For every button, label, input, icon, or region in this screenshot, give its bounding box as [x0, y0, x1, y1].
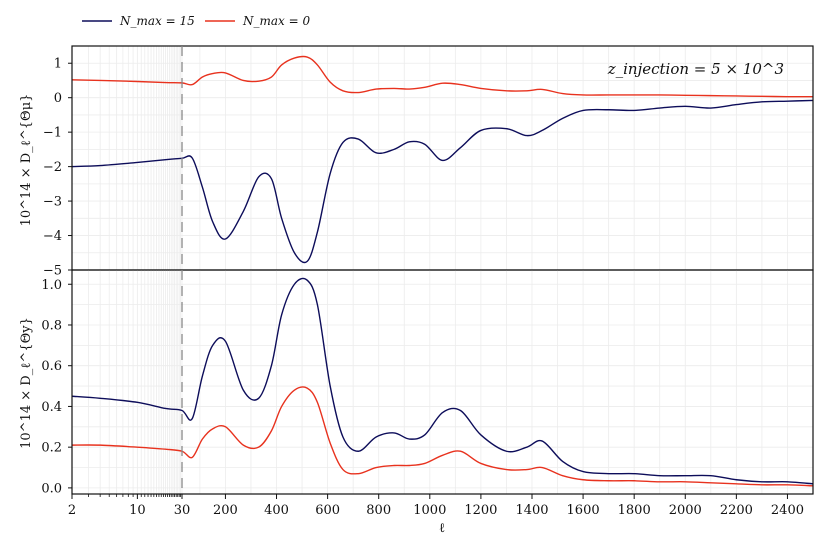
- top-grid: [71, 45, 814, 271]
- bottom-grid: [71, 270, 814, 494]
- x-tick-label: 2400: [771, 503, 804, 518]
- series-line-nmax15: [71, 99, 814, 264]
- x-tick-label: 200: [213, 503, 238, 518]
- x-tick-label: 1000: [413, 503, 446, 518]
- x-tick-label: 1400: [515, 503, 548, 518]
- bottom-y-axis-label: 10^14 × D_ℓ^{Θy}: [19, 317, 34, 449]
- top-y-ticks: −5 −4 −3 −2 −1 0 1: [43, 57, 72, 279]
- x-tick-label: 30: [174, 503, 191, 518]
- series-line-nmax15: [71, 277, 814, 485]
- x-tick-label: 800: [366, 503, 391, 518]
- bottom-series: [71, 277, 814, 487]
- y-tick-label: −1: [43, 126, 62, 141]
- x-tick-label: 1800: [618, 503, 651, 518]
- y-tick-label: −5: [43, 264, 62, 279]
- x-tick-label: 1200: [464, 503, 497, 518]
- bottom-panel: 0.0 0.2 0.4 0.6 0.8 1.0 10^14 × D_ℓ^{Θy}: [19, 269, 814, 496]
- legend: N_max = 15 N_max = 0: [82, 14, 310, 28]
- x-tick-label: 2200: [720, 503, 753, 518]
- y-tick-label: −4: [43, 229, 62, 244]
- bottom-y-ticks: 0.0 0.2 0.4 0.6 0.8 1.0: [41, 278, 72, 496]
- y-tick-label: −3: [43, 195, 62, 210]
- x-axis-label: ℓ: [439, 521, 445, 536]
- y-tick-label: 0.4: [41, 400, 62, 415]
- x-tick-label: 2000: [669, 503, 702, 518]
- legend-label-nmax15: N_max = 15: [119, 14, 195, 28]
- y-tick-label: 0.6: [41, 359, 62, 374]
- series-line-nmax0: [71, 386, 814, 487]
- x-tick-label: 1600: [567, 503, 600, 518]
- y-tick-label: 0.2: [41, 441, 62, 456]
- legend-label-nmax0: N_max = 0: [242, 14, 310, 28]
- x-axis-ticks: 2 10 30 200 400 600 800 1000 1200 1400 1600 1800 200…: [68, 494, 804, 518]
- y-tick-label: 1.0: [41, 278, 62, 293]
- top-panel: −5 −4 −3 −2 −1 0 1 z_injection = 5 × 10^3 10^1…: [19, 45, 814, 279]
- y-tick-label: 1: [54, 57, 62, 72]
- top-annotation: z_injection = 5 × 10^3: [607, 60, 784, 78]
- x-tick-label: 600: [315, 503, 340, 518]
- series-line-nmax0: [71, 55, 814, 98]
- x-tick-label: 2: [68, 503, 76, 518]
- y-tick-label: 0: [54, 91, 62, 106]
- bottom-axes-frame: [71, 269, 814, 495]
- x-tick-label: 10: [129, 503, 146, 518]
- y-tick-label: 0.8: [41, 318, 62, 333]
- top-y-axis-label: 10^14 × D_ℓ^{Θμ}: [19, 94, 34, 227]
- top-series: [71, 55, 814, 264]
- y-tick-label: −2: [43, 160, 62, 175]
- x-tick-label: 400: [264, 503, 289, 518]
- y-tick-label: 0.0: [41, 481, 62, 496]
